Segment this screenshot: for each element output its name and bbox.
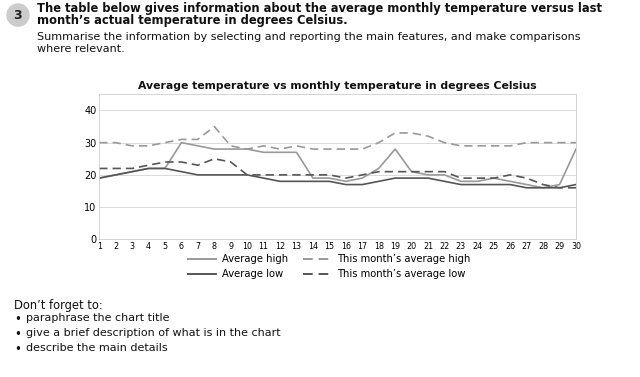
Text: describe the main details: describe the main details [26,343,168,353]
Circle shape [7,4,29,26]
Text: Summarise the information by selecting and reporting the main features, and make: Summarise the information by selecting a… [37,32,580,42]
Title: Average temperature vs monthly temperature in degrees Celsius: Average temperature vs monthly temperatu… [138,81,537,91]
Text: The table below gives information about the average monthly temperature versus l: The table below gives information about … [37,2,602,15]
Text: Don’t forget to:: Don’t forget to: [14,299,103,312]
Text: •: • [14,328,21,341]
Text: month’s actual temperature in degrees Celsius.: month’s actual temperature in degrees Ce… [37,14,348,27]
Text: 3: 3 [13,9,22,21]
Text: •: • [14,343,21,356]
Text: paraphrase the chart title: paraphrase the chart title [26,313,170,323]
Text: where relevant.: where relevant. [37,44,125,54]
Legend: Average high, Average low, This month’s average high, This month’s average low: Average high, Average low, This month’s … [184,250,475,283]
Text: give a brief description of what is in the chart: give a brief description of what is in t… [26,328,280,338]
Text: •: • [14,313,21,326]
